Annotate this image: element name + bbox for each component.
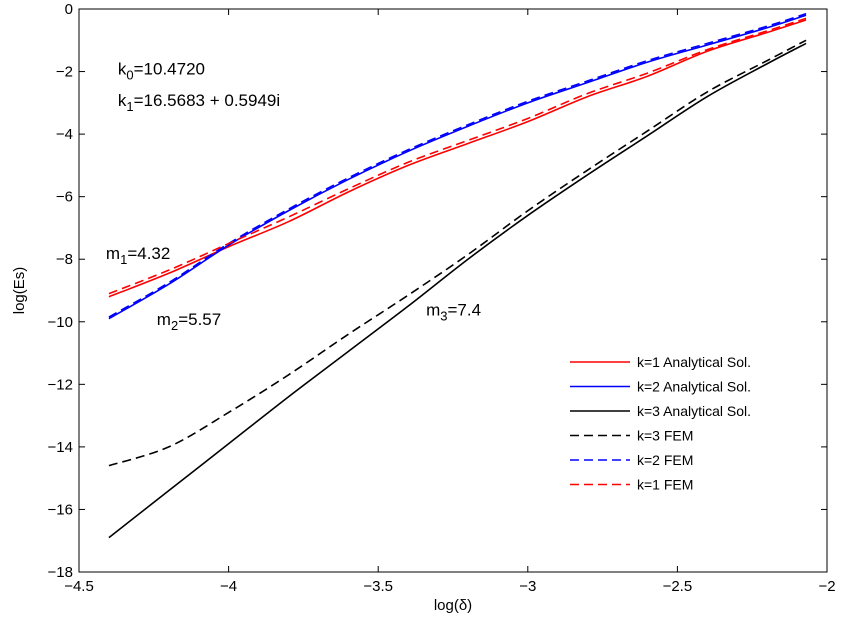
series-line-6: [108, 17, 807, 295]
y-tick-label: −18: [48, 564, 73, 581]
annotation-m1: m1=4.32: [106, 244, 170, 267]
legend-entry-4: k=3 FEM: [637, 428, 693, 444]
y-axis-label: log(Es): [11, 267, 28, 315]
x-tick-label: −3: [519, 578, 536, 595]
annotation-value: =5.57: [178, 310, 221, 329]
legend-entry-3: k=3 Analytical Sol.: [637, 403, 751, 419]
series-line-5: [108, 12, 807, 318]
y-tick-label: −14: [48, 439, 73, 456]
y-tick-label: −6: [56, 189, 73, 206]
plot-lines: [108, 12, 807, 539]
y-tick-label: −16: [48, 501, 73, 518]
annotation-symbol: k: [118, 91, 127, 110]
annotation-k0: k0=10.4720: [118, 60, 205, 83]
annotation-value: =16.5683 + 0.5949i: [134, 91, 281, 110]
legend: k=1 Analytical Sol. k=2 Analytical Sol. k=…: [570, 354, 751, 493]
annotation-symbol: m: [426, 301, 440, 320]
annotation-k1: k1=16.5683 + 0.5949i: [118, 91, 280, 114]
x-tick-label: −3.5: [363, 578, 393, 595]
series-line-2: [108, 14, 807, 320]
annotation-subscript: 3: [440, 309, 447, 324]
series-line-4: [108, 39, 807, 467]
annotation-subscript: 1: [126, 99, 133, 114]
y-tick-label: −8: [56, 251, 73, 268]
annotation-m2: m2=5.57: [157, 310, 221, 333]
x-tick-label: −4: [220, 578, 237, 595]
x-tick-label: −2.5: [663, 578, 693, 595]
legend-entry-1: k=1 Analytical Sol.: [637, 354, 751, 370]
y-tick-label: −2: [56, 64, 73, 81]
annotation-symbol: k: [118, 60, 127, 79]
y-tick-label: −10: [48, 314, 73, 331]
x-tick-label: −2: [818, 578, 835, 595]
annotation-value: =4.32: [127, 244, 170, 263]
y-axis-ticks: 0 −2 −4 −6 −8 −10 −12 −14 −16 −18: [48, 1, 827, 581]
y-tick-label: −4: [56, 126, 73, 143]
axes-frame: [78, 8, 828, 573]
x-tick-label: −4.5: [64, 578, 94, 595]
series-line-1: [108, 19, 807, 298]
y-tick-label: 0: [65, 1, 73, 18]
annotation-symbol: m: [106, 244, 120, 263]
legend-entry-6: k=1 FEM: [637, 477, 693, 493]
x-axis-label: log(δ): [434, 597, 472, 614]
legend-entry-2: k=2 Analytical Sol.: [637, 379, 751, 395]
annotation-value: =10.4720: [134, 60, 205, 79]
annotation-m3: m3=7.4: [426, 301, 481, 324]
annotation-symbol: m: [157, 310, 171, 329]
annotation-subscript: 0: [126, 68, 133, 83]
annotation-value: =7.4: [447, 301, 481, 320]
series-line-3: [108, 42, 807, 539]
x-axis-ticks: −4.5 −4 −3.5 −3 −2.5 −2: [64, 9, 836, 595]
y-tick-label: −12: [48, 376, 73, 393]
annotation-subscript: 2: [171, 318, 178, 333]
annotation-subscript: 1: [120, 252, 127, 267]
legend-entry-5: k=2 FEM: [637, 452, 693, 468]
